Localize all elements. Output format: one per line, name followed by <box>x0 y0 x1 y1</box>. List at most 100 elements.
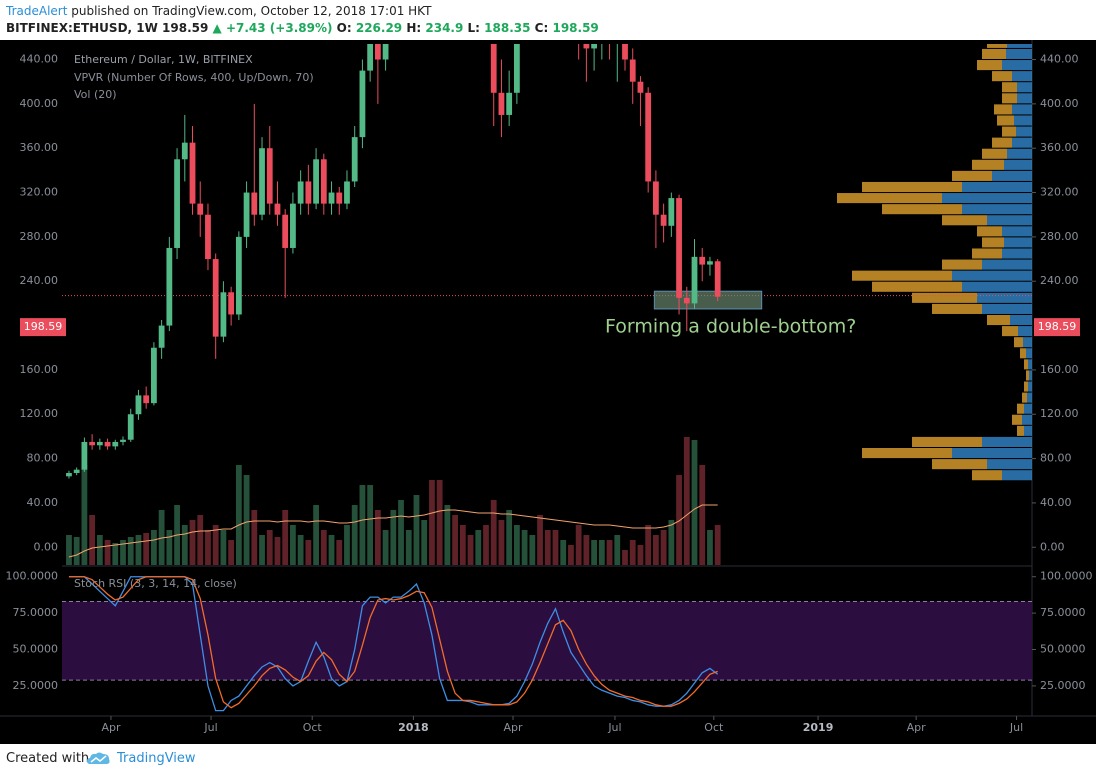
vpvr-up <box>1029 370 1032 381</box>
candle-body <box>197 203 204 215</box>
vpvr-down <box>1022 392 1027 403</box>
volume-ma <box>68 504 718 558</box>
vpvr-down <box>972 470 1002 481</box>
price-pane <box>62 44 1032 565</box>
candle-body <box>290 203 296 248</box>
volume-bar <box>251 510 258 565</box>
y-tick-label: 360.00 <box>20 141 59 154</box>
vpvr-up <box>1012 71 1032 82</box>
logo[interactable] <box>86 750 112 768</box>
candle-body <box>127 414 134 440</box>
vpvr-down <box>1002 82 1017 93</box>
y-tick-label: 80.00 <box>1040 452 1072 465</box>
candle-body <box>668 198 675 226</box>
y-tick-label: 120.00 <box>20 407 59 420</box>
vpvr-down <box>982 148 1007 159</box>
candle-body <box>189 142 196 204</box>
candle-body <box>683 297 690 304</box>
vpvr-up <box>1024 425 1032 436</box>
volume-bar <box>429 480 435 565</box>
candle-body <box>344 181 350 204</box>
volume-bar <box>73 537 80 565</box>
volume-bar <box>683 437 690 565</box>
vpvr-down <box>972 159 1004 170</box>
vpvr-up <box>982 303 1032 314</box>
volume-bar <box>290 525 296 565</box>
y-tick-label: 80.00 <box>27 452 59 465</box>
candle-body <box>205 214 211 260</box>
volume-bar <box>606 540 613 565</box>
vpvr-up <box>982 259 1032 270</box>
candle-body <box>313 159 319 204</box>
x-tick-label: Jul <box>203 721 217 734</box>
y-tick-label: 440.00 <box>1040 53 1079 66</box>
candle-body <box>699 256 706 265</box>
candle-body <box>583 44 590 49</box>
change: +7.43 (+3.89%) <box>225 21 333 35</box>
candle-body <box>336 192 343 204</box>
vpvr-up <box>1006 48 1032 60</box>
vpvr-up <box>1017 82 1032 93</box>
volume-bar <box>382 530 389 565</box>
volume-bar <box>405 530 412 565</box>
volume-bar <box>351 505 358 565</box>
volume-bar <box>521 530 528 565</box>
candle-body <box>89 441 96 446</box>
author[interactable]: TradeAlert <box>6 4 68 18</box>
vpvr-up <box>1012 104 1032 115</box>
volume-bar <box>390 510 397 565</box>
vpvr-down <box>1024 359 1028 370</box>
volume-bar <box>112 543 119 565</box>
field-value: 198.59 <box>552 21 599 35</box>
volume-bar <box>259 535 265 565</box>
candle-body <box>351 137 358 182</box>
x-tick-label: Oct <box>704 721 724 734</box>
volume-bar <box>714 525 721 565</box>
vpvr-up <box>1002 60 1032 71</box>
candle-body <box>259 148 265 215</box>
volume-bar <box>452 515 458 565</box>
footer: Created with TradingView <box>0 744 1096 776</box>
candle-body <box>382 44 389 60</box>
stoch-tick-label: 50.0000 <box>13 643 59 656</box>
annotation-text: Forming a double-bottom? <box>605 316 856 338</box>
vpvr-down <box>862 181 962 193</box>
vpvr-up <box>1004 159 1032 170</box>
publish-line: TradeAlert published on TradingView.com,… <box>6 4 431 18</box>
candle-body <box>243 192 250 237</box>
volume-bar <box>181 525 188 565</box>
vpvr-down <box>982 48 1006 60</box>
vpvr-down <box>942 215 987 226</box>
candle-body <box>374 44 381 60</box>
field-label: H: <box>406 21 422 35</box>
volume-bar <box>637 545 644 565</box>
y-tick-label: 160.00 <box>1040 363 1079 376</box>
volume-bar <box>313 505 319 565</box>
volume-bar <box>467 535 474 565</box>
y-tick-label: 280.00 <box>20 230 59 243</box>
vpvr-down <box>872 281 962 292</box>
brand[interactable]: TradingView <box>117 751 196 766</box>
stoch-title: Stoch RSI (3, 3, 14, 14, close) <box>74 577 237 590</box>
volume-bar <box>66 535 72 565</box>
vpvr-up <box>962 204 1032 215</box>
candle-body <box>359 70 366 138</box>
vpvr-down <box>882 204 962 215</box>
y-tick-label: 360.00 <box>1040 141 1079 154</box>
volume-bar <box>212 525 219 565</box>
vpvr-up <box>1002 470 1032 481</box>
stoch-tick-label: 75.0000 <box>1040 606 1086 619</box>
candle-body <box>181 142 188 160</box>
field-label: C: <box>534 21 549 35</box>
volume-bar <box>266 530 273 565</box>
vpvr-up <box>977 292 1032 303</box>
vpvr-down <box>992 71 1012 82</box>
vpvr-up <box>1007 148 1032 159</box>
vpvr-down <box>1026 370 1029 381</box>
x-tick-label: Apr <box>101 721 121 734</box>
y-tick-label: 440.00 <box>20 53 59 66</box>
candle-body <box>367 44 374 71</box>
volume-bar <box>699 465 706 565</box>
vpvr-down <box>982 237 1004 248</box>
volume-bar <box>96 535 103 565</box>
